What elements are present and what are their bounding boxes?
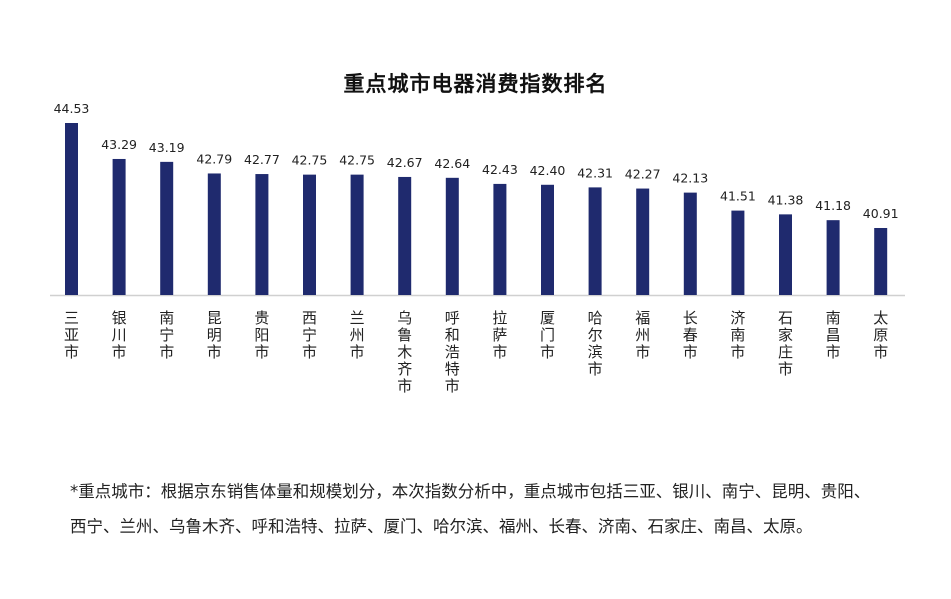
category-label-0: 三亚市 — [64, 309, 79, 361]
category-label-11: 哈尔滨市 — [588, 309, 603, 378]
value-label-10: 42.40 — [530, 163, 566, 178]
bar-9 — [493, 183, 507, 295]
bar-4 — [255, 174, 269, 295]
value-label-14: 41.51 — [720, 189, 756, 204]
value-label-17: 40.91 — [863, 206, 899, 221]
value-label-12: 42.27 — [625, 167, 661, 182]
category-label-3: 昆明市 — [207, 309, 222, 361]
bar-11 — [588, 187, 602, 295]
category-label-15: 石家庄市 — [778, 309, 793, 378]
bar-0 — [65, 123, 78, 295]
bar-6 — [350, 174, 364, 295]
chart-title: 重点城市电器消费指数排名 — [343, 72, 608, 96]
category-label-14: 济南市 — [730, 309, 745, 361]
value-labels-group: 44.53 43.29 43.19 42.79 42.77 42.75 42.75 42.67… — [54, 101, 899, 221]
category-label-9: 拉萨市 — [492, 309, 507, 361]
bar-8 — [445, 177, 459, 295]
value-label-2: 43.19 — [149, 140, 185, 155]
category-label-10: 厦门市 — [540, 309, 555, 361]
category-label-16: 南昌市 — [826, 309, 841, 361]
category-labels-group: 三亚市 银川市 南宁市 昆明市 贵阳市 西宁市 兰州市 乌鲁木齐市 呼和浩特市 拉萨市 厦门市 哈尔滨… — [64, 309, 888, 395]
value-label-0: 44.53 — [54, 101, 90, 116]
category-label-4: 贵阳市 — [254, 309, 269, 361]
category-label-1: 银川市 — [112, 309, 127, 361]
bar-14 — [731, 210, 745, 295]
bar-1 — [112, 158, 126, 295]
bar-16 — [826, 220, 840, 295]
bar-13 — [683, 192, 697, 295]
value-label-13: 42.13 — [672, 171, 708, 186]
bar-15 — [779, 214, 792, 295]
category-label-2: 南宁市 — [159, 309, 174, 361]
value-label-11: 42.31 — [577, 165, 613, 180]
value-label-5: 42.75 — [292, 153, 328, 168]
category-label-12: 福州市 — [635, 309, 650, 361]
category-label-5: 西宁市 — [302, 309, 317, 361]
value-label-9: 42.43 — [482, 162, 518, 177]
value-label-16: 41.18 — [815, 198, 851, 213]
value-label-7: 42.67 — [387, 155, 423, 170]
value-label-15: 41.38 — [768, 192, 804, 207]
value-label-3: 42.79 — [196, 151, 232, 166]
bar-7 — [398, 176, 412, 295]
category-label-13: 长春市 — [683, 309, 698, 361]
value-label-1: 43.29 — [101, 137, 137, 152]
bar-12 — [636, 188, 650, 295]
value-label-6: 42.75 — [339, 153, 375, 168]
bar-2 — [160, 161, 174, 295]
bar-5 — [303, 174, 316, 295]
value-label-4: 42.77 — [244, 152, 280, 167]
bar-17 — [874, 227, 888, 295]
value-label-8: 42.64 — [434, 156, 470, 171]
bar-3 — [207, 173, 221, 295]
category-label-6: 兰州市 — [350, 309, 365, 361]
footnote: *重点城市：根据京东销售体量和规模划分，本次指数分析中，重点城市包括三亚、银川、… — [70, 482, 871, 536]
category-label-8: 呼和浩特市 — [445, 309, 460, 395]
bar-10 — [541, 184, 554, 295]
category-label-17: 太原市 — [873, 309, 888, 361]
category-label-7: 乌鲁木齐市 — [397, 309, 412, 395]
bars-group — [65, 123, 888, 295]
